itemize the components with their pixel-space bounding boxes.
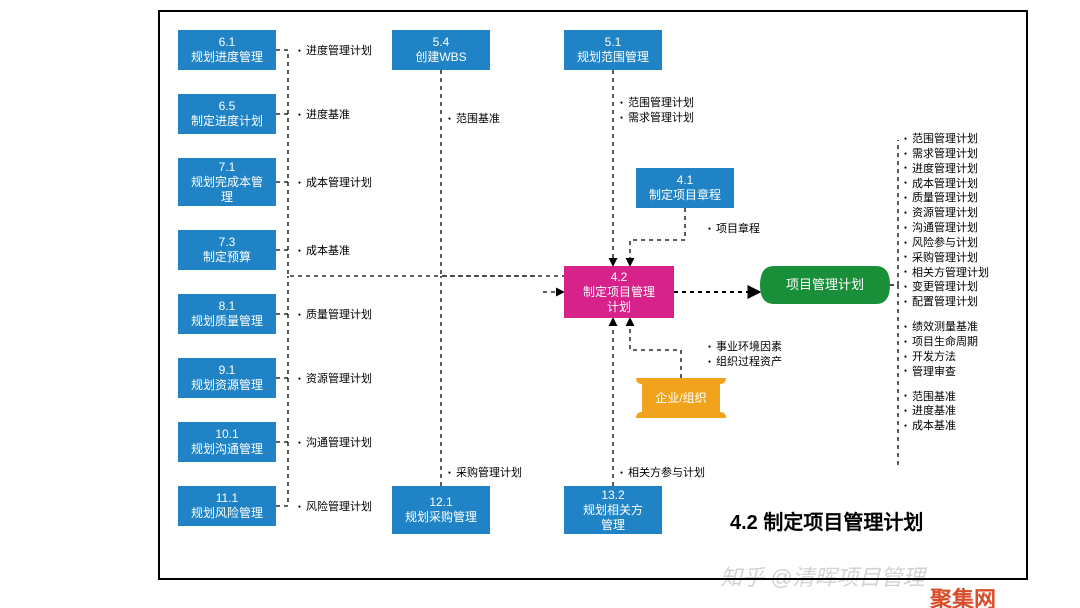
section-title: 4.2 制定项目管理计划 [730, 510, 923, 537]
node-7-3: 7.3 制定预算 [178, 230, 276, 270]
label-scope-baseline: 范围基准 [448, 112, 500, 127]
node-enterprise-org: 企业/组织 [636, 378, 726, 418]
node-4-2-center: 4.2 制定项目管理 计划 [564, 266, 674, 318]
label-scope-req-plan: 范围管理计划需求管理计划 [620, 96, 694, 126]
label-progress-plan: 进度管理计划 [298, 44, 372, 59]
node-9-1: 9.1 规划资源管理 [178, 358, 276, 398]
node-8-1: 8.1 规划质量管理 [178, 294, 276, 334]
node-4-1: 4.1 制定项目章程 [636, 168, 734, 208]
label-quality-plan: 质量管理计划 [298, 308, 372, 323]
label-cost-plan: 成本管理计划 [298, 176, 372, 191]
label-procure-plan: 采购管理计划 [448, 466, 522, 481]
node-5-1: 5.1 规划范围管理 [564, 30, 662, 70]
node-11-1: 11.1 规划风险管理 [178, 486, 276, 526]
label-comm-plan: 沟通管理计划 [298, 436, 372, 451]
label-stakeholder-plan: 相关方参与计划 [620, 466, 705, 481]
label-project-charter: 项目章程 [708, 222, 760, 237]
node-output-plan: 项目管理计划 [760, 266, 890, 304]
label-progress-baseline: 进度基准 [298, 108, 350, 123]
node-6-1: 6.1 规划进度管理 [178, 30, 276, 70]
label-cost-baseline: 成本基准 [298, 244, 350, 259]
node-7-1: 7.1 规划完成本管 理 [178, 158, 276, 206]
node-10-1: 10.1 规划沟通管理 [178, 422, 276, 462]
output-list: 范围管理计划需求管理计划进度管理计划成本管理计划质量管理计划资源管理计划沟通管理… [904, 132, 989, 434]
label-resource-plan: 资源管理计划 [298, 372, 372, 387]
watermark-jujiwang: 聚集网 [930, 582, 996, 608]
label-eef-opa: 事业环境因素组织过程资产 [708, 340, 782, 370]
node-12-1: 12.1 规划采购管理 [392, 486, 490, 534]
node-5-4: 5.4 创建WBS [392, 30, 490, 70]
node-13-2: 13.2 规划相关方 管理 [564, 486, 662, 534]
label-risk-plan: 风险管理计划 [298, 500, 372, 515]
node-6-5: 6.5 制定进度计划 [178, 94, 276, 134]
